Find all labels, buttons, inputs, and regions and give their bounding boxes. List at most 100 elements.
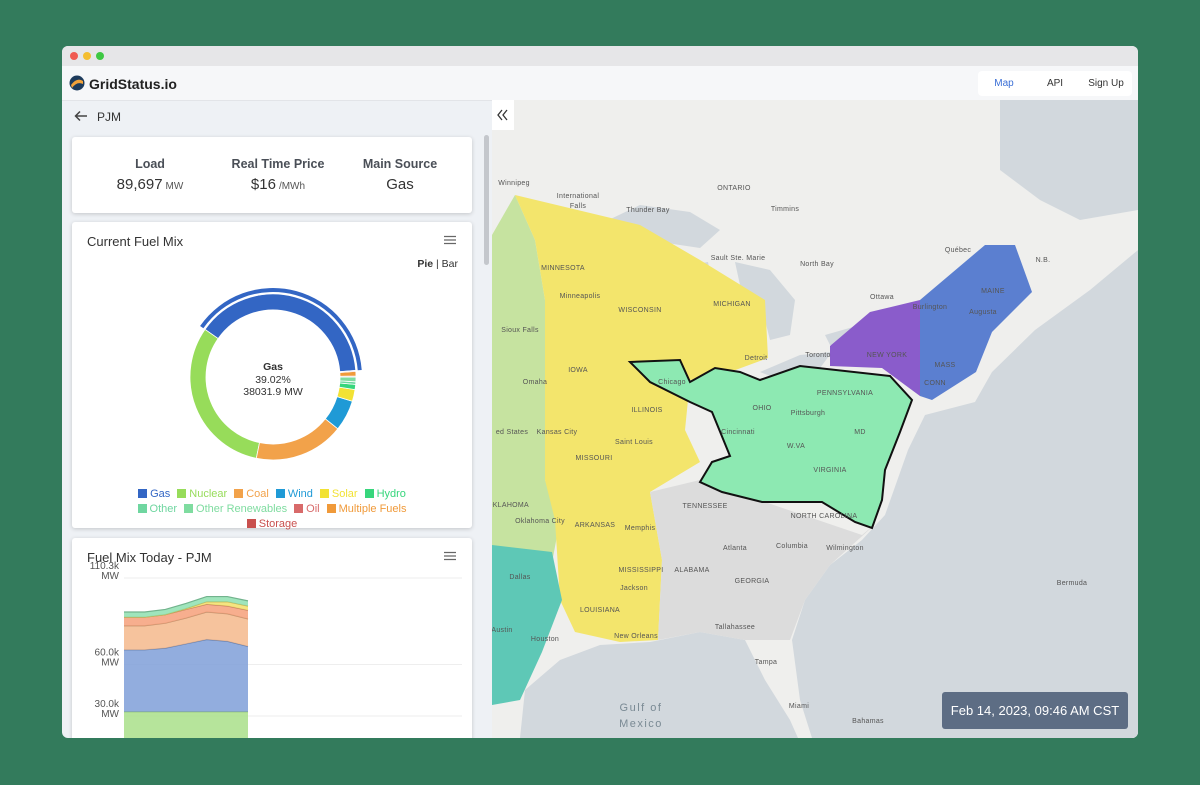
title-bar [62, 46, 1138, 66]
map-label: MD [854, 429, 866, 436]
browser-window: GridStatus.io Map API Sign Up PJM Load 89… [62, 46, 1138, 738]
legend-item[interactable]: Other Renewables [184, 503, 287, 515]
gulf-of-mexico [520, 632, 798, 738]
y-tick-label: 60.0k MW [95, 647, 120, 668]
fuel-mix-card: Current Fuel Mix Pie | Bar Gas 39.02% 3803… [72, 222, 472, 530]
legend-item[interactable]: Hydro [364, 488, 406, 500]
nav-map[interactable]: Map [994, 78, 1014, 89]
menu-icon[interactable] [444, 235, 456, 245]
map-label: Augusta [969, 309, 997, 316]
nyiso [830, 300, 920, 396]
legend-item[interactable]: Nuclear [177, 488, 227, 500]
map-label: Oklahoma City [515, 518, 565, 525]
map-label: WISCONSIN [618, 307, 661, 314]
legend-item[interactable]: Multiple Fuels [326, 503, 407, 515]
map[interactable]: Winnipeg ONTARIO International Falls Thunder… [492, 100, 1138, 738]
scrollbar[interactable] [484, 135, 489, 265]
nav-api[interactable]: API [1046, 78, 1064, 89]
tick-label-line: 60.0k [95, 647, 120, 658]
map-label: North Bay [800, 261, 834, 268]
area-layer [124, 639, 248, 712]
toggle-bar[interactable]: Bar [441, 258, 458, 270]
maximize-button[interactable] [96, 52, 104, 60]
map-label: Gulf of [620, 702, 663, 714]
map-label: New Orleans [614, 633, 658, 640]
legend-swatch [177, 489, 187, 498]
map-label: CONN [924, 380, 946, 387]
donut-slice [324, 396, 353, 430]
area-chart: 30.0k MW 60.0k MW 110.3k MW [90, 561, 462, 738]
area-layer [124, 612, 248, 650]
map-label: TENNESSEE [682, 503, 727, 510]
center-detail: 38031.9 MW [243, 386, 303, 398]
map-layer: Winnipeg ONTARIO International Falls Thunder… [492, 100, 1138, 738]
legend-label: Other Renewables [196, 503, 288, 515]
map-label: Pittsburgh [791, 410, 826, 417]
map-label: Tampa [755, 659, 778, 666]
legend-item[interactable]: Wind [275, 488, 313, 500]
legend-item[interactable]: Gas [138, 488, 170, 500]
legend-item[interactable]: Other [137, 503, 177, 515]
map-label: Omaha [523, 379, 547, 386]
map-label: MASS [934, 362, 955, 369]
legend-item[interactable]: Storage [246, 518, 298, 530]
legend-swatch [364, 489, 374, 498]
map-label: ONTARIO [717, 185, 751, 192]
chart-title: Current Fuel Mix [87, 234, 184, 249]
tick-label-line: 110.3k [90, 561, 120, 572]
back-arrow[interactable] [74, 110, 88, 122]
map-label: Timmins [771, 206, 799, 213]
menu-icon[interactable] [444, 551, 456, 561]
legend: Gas Nuclear Coal Wind Solar Hydro Other Other R… [117, 488, 427, 530]
stat-value: 89,697 [116, 176, 163, 193]
close-button[interactable] [70, 52, 78, 60]
collapse-button[interactable] [492, 100, 514, 130]
stat-unit: /MWh [278, 181, 306, 192]
donut-slice [339, 370, 357, 373]
map-label: NORTH CAROLINA [791, 513, 858, 520]
map-label: Austin [492, 627, 513, 634]
map-label: Jackson [620, 585, 648, 592]
stat-unit: MW [165, 181, 184, 192]
map-label: Mexico [619, 718, 663, 730]
legend-item[interactable]: Oil [294, 503, 320, 515]
pjm [627, 358, 914, 530]
map-label: N.B. [1036, 257, 1051, 264]
gulf-st-lawrence [1000, 100, 1138, 220]
donut-slice [339, 376, 357, 383]
legend-item[interactable]: Coal [234, 488, 269, 500]
stat-value: Gas [386, 176, 414, 193]
area-edge [124, 638, 249, 651]
area-layer [124, 604, 248, 626]
legend-swatch [137, 504, 147, 513]
map-label: Thunder Bay [626, 207, 670, 214]
map-label: Dallas [509, 574, 530, 581]
legend-swatch [326, 504, 336, 513]
miso [515, 195, 768, 642]
minimize-button[interactable] [83, 52, 91, 60]
map-label: Minneapolis [560, 293, 601, 300]
map-label: LOUISIANA [580, 607, 620, 614]
atlantic [792, 250, 1138, 738]
logo-text[interactable]: GridStatus.io [89, 76, 177, 92]
nav-signup[interactable]: Sign Up [1088, 78, 1124, 89]
legend-label: Storage [258, 518, 298, 530]
legend-label: Multiple Fuels [338, 503, 407, 515]
collapse-icon [497, 109, 508, 121]
map-label: Tallahassee [715, 624, 755, 631]
area-edge [124, 595, 249, 613]
tick-label-line: MW [101, 657, 119, 668]
legend-item[interactable]: Solar [319, 488, 358, 500]
toggle-pie[interactable]: Pie [417, 258, 434, 270]
app-header: GridStatus.io Map API Sign Up [62, 66, 1138, 101]
stats-card: Load 89,697 MW Real Time Price $16/MWh Main… [72, 137, 472, 213]
y-tick-label: 30.0k MW [95, 699, 120, 720]
map-label: Bahamas [852, 718, 884, 725]
area-layer [124, 596, 248, 618]
map-label: Sault Ste. Marie [711, 255, 766, 262]
map-label: Houston [531, 636, 559, 643]
chart-toggle: Pie | Bar [417, 258, 458, 270]
tick-label-line: 30.0k [95, 699, 120, 710]
legend-label: Oil [306, 503, 320, 515]
